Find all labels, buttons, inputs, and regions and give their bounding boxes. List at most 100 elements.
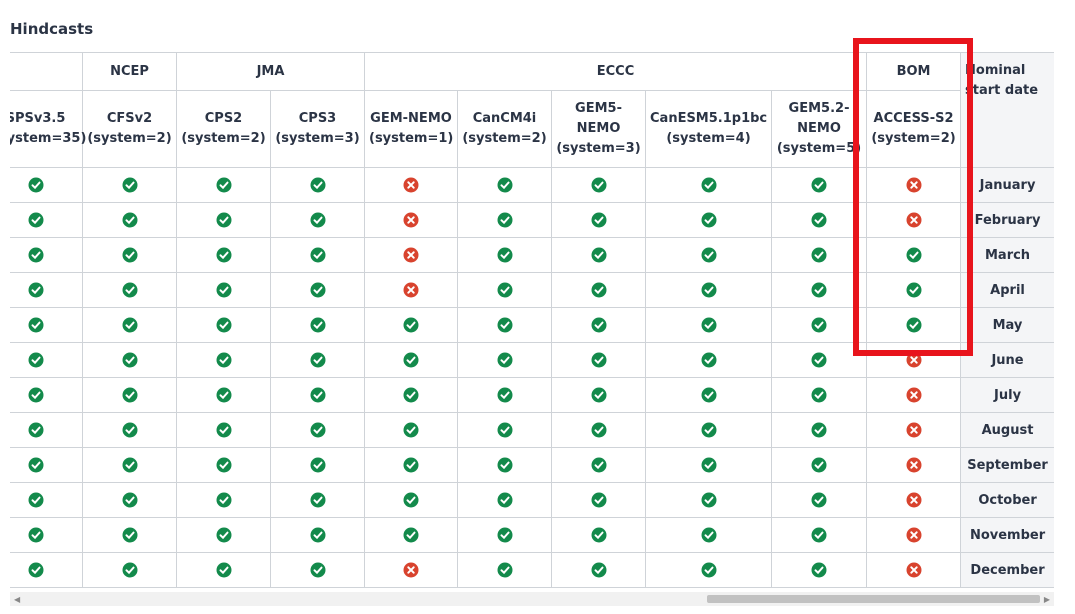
status-cell <box>176 482 271 518</box>
available-icon <box>591 352 606 368</box>
available-icon <box>310 492 325 508</box>
status-cell <box>457 202 552 238</box>
available-icon <box>28 317 43 333</box>
available-icon <box>216 177 231 193</box>
group-header: ECCC <box>363 52 868 91</box>
available-icon <box>591 562 606 578</box>
status-cell <box>82 482 177 518</box>
model-system: (system=1) <box>369 131 454 146</box>
unavailable-icon <box>906 562 922 578</box>
model-header: GEM5-NEMO (system=3) <box>551 90 646 168</box>
unavailable-icon <box>906 492 922 508</box>
status-cell <box>551 272 646 308</box>
month-cell: February <box>960 202 1054 238</box>
status-cell <box>10 377 83 413</box>
model-name: CanESM5.1p1bc <box>650 111 768 126</box>
status-cell <box>82 377 177 413</box>
scroll-right[interactable]: ▶ <box>1043 595 1050 604</box>
status-cell <box>270 447 365 483</box>
available-icon <box>28 422 43 438</box>
available-icon <box>28 282 43 298</box>
available-icon <box>122 492 137 508</box>
status-cell <box>551 167 646 203</box>
status-cell <box>270 272 365 308</box>
status-cell <box>10 447 83 483</box>
status-cell <box>270 237 365 273</box>
status-cell <box>551 342 646 378</box>
model-header: CanCM4i (system=2) <box>457 90 552 168</box>
status-cell <box>645 377 772 413</box>
status-cell <box>551 447 646 483</box>
available-icon <box>906 282 922 298</box>
status-cell <box>645 412 772 448</box>
status-cell <box>645 307 772 343</box>
status-cell <box>82 202 177 238</box>
status-cell <box>457 377 552 413</box>
available-icon <box>591 317 606 333</box>
status-cell <box>551 377 646 413</box>
status-cell <box>364 307 458 343</box>
scrollbar[interactable]: ◀ ▶ <box>10 592 1054 606</box>
available-icon <box>811 492 827 508</box>
available-icon <box>122 212 137 228</box>
available-icon <box>28 562 43 578</box>
model-system: (system=4) <box>666 131 751 146</box>
unavailable-icon <box>906 527 922 543</box>
available-icon <box>591 527 606 543</box>
available-icon <box>701 177 716 193</box>
available-icon <box>28 247 43 263</box>
status-cell <box>10 167 83 203</box>
table-body: January February March April May June July Augu… <box>10 167 1054 588</box>
status-cell <box>176 237 271 273</box>
status-cell <box>82 447 177 483</box>
status-cell <box>551 552 646 588</box>
available-icon <box>28 457 43 473</box>
available-icon <box>28 212 43 228</box>
unavailable-icon <box>403 212 419 228</box>
status-cell <box>176 202 271 238</box>
available-icon <box>122 422 137 438</box>
available-icon <box>701 387 716 403</box>
available-icon <box>216 562 231 578</box>
status-cell <box>10 482 83 518</box>
available-icon <box>403 352 419 368</box>
month-cell: November <box>960 517 1054 553</box>
available-icon <box>28 527 43 543</box>
month-cell: June <box>960 342 1054 378</box>
available-icon <box>497 387 512 403</box>
status-cell <box>176 447 271 483</box>
model-header: SPSv3.5 (system=35) <box>10 90 86 168</box>
status-cell <box>770 552 868 588</box>
status-cell <box>551 237 646 273</box>
status-cell <box>10 272 83 308</box>
status-cell <box>866 237 962 273</box>
scroll-thumb[interactable] <box>707 595 1040 603</box>
available-icon <box>591 247 606 263</box>
status-cell <box>270 377 365 413</box>
model-name: ACCESS-S2 <box>873 111 954 126</box>
status-cell <box>457 412 552 448</box>
start-date-header: Nominal start date <box>960 52 1054 168</box>
status-cell <box>770 167 868 203</box>
available-icon <box>811 562 827 578</box>
available-icon <box>811 212 827 228</box>
model-name: GEM-NEMO <box>370 111 452 126</box>
status-cell <box>82 342 177 378</box>
highlight-box <box>853 38 973 356</box>
month-cell: September <box>960 447 1054 483</box>
month-cell: April <box>960 272 1054 308</box>
status-cell <box>645 167 772 203</box>
status-cell <box>82 272 177 308</box>
available-icon <box>28 492 43 508</box>
model-header: CFSv2 (system=2) <box>82 90 177 168</box>
status-cell <box>457 167 552 203</box>
month-cell: March <box>960 237 1054 273</box>
scroll-left[interactable]: ◀ <box>14 595 21 604</box>
available-icon <box>497 457 512 473</box>
available-icon <box>497 177 512 193</box>
status-cell <box>82 552 177 588</box>
group-header: NCEP <box>82 52 177 91</box>
status-cell <box>364 447 458 483</box>
unavailable-icon <box>906 387 922 403</box>
available-icon <box>811 387 827 403</box>
